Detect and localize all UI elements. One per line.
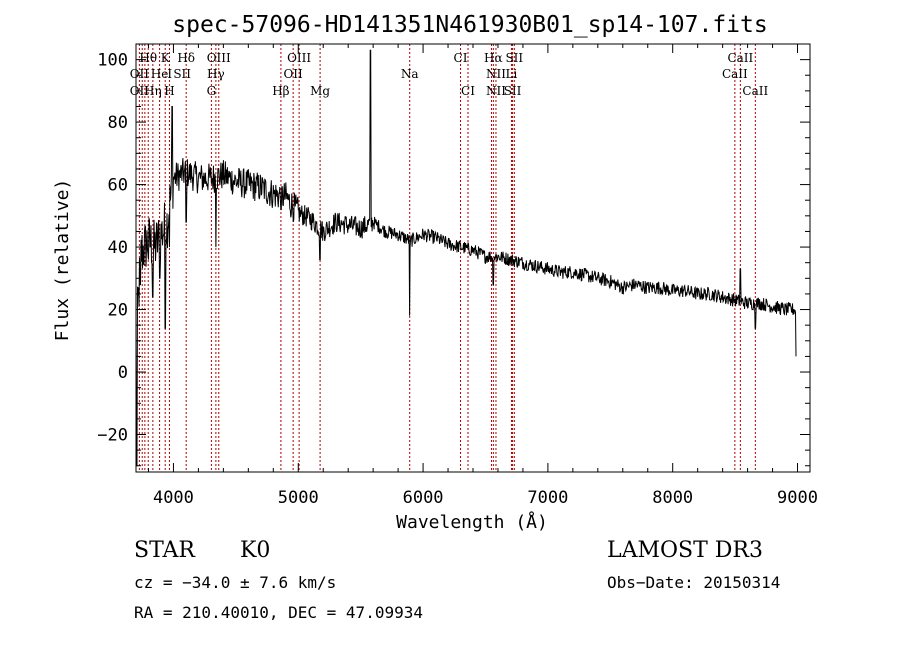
- line-label: Hδ: [177, 51, 195, 65]
- line-label: Hη: [144, 84, 162, 98]
- line-label: Hγ: [207, 67, 225, 81]
- line-label: SII: [173, 67, 191, 81]
- line-label: OIII: [207, 51, 231, 65]
- y-axis: −20 0 20 40 60 80 100: [97, 51, 810, 467]
- coordinates: RA = 210.40010, DEC = 47.09934: [134, 603, 423, 622]
- line-label: G: [207, 84, 217, 98]
- chart-title: spec-57096-HD141351N461930B01_sp14-107.f…: [172, 12, 767, 38]
- line-label: Hβ: [272, 84, 289, 98]
- x-tick-label: 7000: [527, 488, 568, 508]
- line-label: CI: [454, 51, 468, 65]
- line-label: Hα: [484, 51, 503, 65]
- plot-frame: [135, 43, 811, 473]
- y-tick-label: 20: [108, 301, 128, 321]
- line-label: NII: [486, 67, 506, 81]
- y-tick-label: 40: [108, 238, 128, 258]
- observation-date: Obs−Date: 20150314: [607, 573, 781, 592]
- spectrum-line: [135, 49, 797, 467]
- x-tick-label: 6000: [403, 488, 444, 508]
- line-label: CaII: [742, 84, 768, 98]
- line-label: Na: [401, 67, 419, 81]
- line-label: Mg: [310, 84, 330, 98]
- line-label: CI: [461, 84, 475, 98]
- survey-name: LAMOST DR3: [607, 538, 763, 563]
- line-label: I: [167, 67, 172, 81]
- x-tick-label: 4000: [153, 488, 194, 508]
- y-tick-label: 100: [97, 51, 128, 71]
- line-label: SII: [504, 84, 522, 98]
- line-label: Li: [506, 67, 518, 81]
- line-label: OII: [130, 67, 150, 81]
- y-axis-label: Flux (relative): [52, 179, 73, 342]
- line-label: CaII: [727, 51, 753, 65]
- line-label: H: [164, 84, 174, 98]
- object-subclass: K0: [240, 538, 271, 563]
- object-class: STAR: [134, 538, 195, 563]
- line-label: OII: [283, 67, 303, 81]
- line-label: Hθ: [139, 51, 157, 65]
- emission-line-markers: [138, 44, 756, 472]
- line-label: K: [161, 51, 171, 65]
- x-tick-label: 5000: [278, 488, 319, 508]
- line-label: SII: [505, 51, 523, 65]
- line-label: CaII: [722, 67, 748, 81]
- line-label: NII: [486, 84, 506, 98]
- y-tick-label: 60: [108, 176, 128, 196]
- x-axis: 4000 5000 6000 7000 8000 9000: [147, 44, 818, 508]
- y-tick-label: 0: [118, 363, 128, 383]
- x-tick-label: 8000: [652, 488, 693, 508]
- redshift-value: cz = −34.0 ± 7.6 km/s: [134, 573, 337, 592]
- y-tick-label: −20: [97, 426, 128, 446]
- y-tick-label: 80: [108, 113, 128, 133]
- x-tick-label: 9000: [777, 488, 818, 508]
- x-axis-label: Wavelength (Å): [396, 511, 548, 533]
- line-label: He: [151, 67, 169, 81]
- line-label: OIII: [287, 51, 311, 65]
